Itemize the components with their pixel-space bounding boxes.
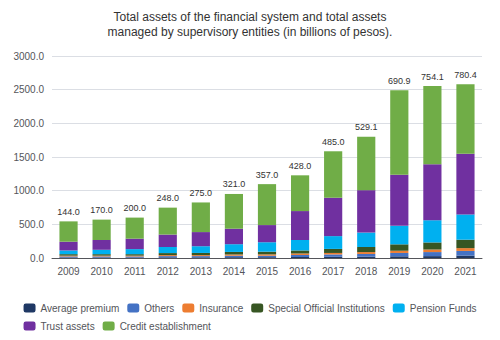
svg-text:2013: 2013 <box>190 266 213 277</box>
svg-text:Total assets of the financial: Total assets of the financial system and… <box>114 10 387 24</box>
svg-text:2011: 2011 <box>124 266 146 277</box>
svg-text:2015: 2015 <box>256 266 279 277</box>
svg-text:2016: 2016 <box>289 266 312 277</box>
svg-text:2009: 2009 <box>57 266 80 277</box>
svg-text:Average premium: Average premium <box>41 303 120 314</box>
svg-text:3000.0: 3000.0 <box>13 51 44 62</box>
svg-text:690.9: 690.9 <box>388 76 411 86</box>
svg-text:2000.0: 2000.0 <box>13 118 44 129</box>
svg-text:managed by supervisory entitie: managed by supervisory entities (in bill… <box>108 25 393 39</box>
svg-text:2021: 2021 <box>454 266 477 277</box>
svg-text:2020: 2020 <box>421 266 444 277</box>
svg-text:200.0: 200.0 <box>123 203 146 213</box>
svg-text:1500.0: 1500.0 <box>13 152 44 163</box>
svg-text:357.0: 357.0 <box>256 170 279 180</box>
svg-text:0.0: 0.0 <box>30 253 44 264</box>
svg-text:529.1: 529.1 <box>355 122 378 132</box>
svg-text:248.0: 248.0 <box>157 193 180 203</box>
svg-text:321.0: 321.0 <box>223 179 246 189</box>
svg-text:2019: 2019 <box>388 266 411 277</box>
svg-text:Others: Others <box>144 303 174 314</box>
svg-text:2012: 2012 <box>157 266 180 277</box>
svg-text:Credit establishment: Credit establishment <box>120 321 211 332</box>
svg-text:2014: 2014 <box>223 266 246 277</box>
svg-text:485.0: 485.0 <box>322 137 345 147</box>
svg-text:500.0: 500.0 <box>19 219 44 230</box>
svg-text:2018: 2018 <box>355 266 378 277</box>
svg-text:Trust assets: Trust assets <box>41 321 95 332</box>
svg-text:2500.0: 2500.0 <box>13 84 44 95</box>
svg-text:Special Official Institutions: Special Official Institutions <box>268 303 385 314</box>
svg-text:2017: 2017 <box>322 266 345 277</box>
svg-text:428.0: 428.0 <box>289 161 312 171</box>
svg-text:170.0: 170.0 <box>90 205 113 215</box>
svg-text:Pension Funds: Pension Funds <box>410 303 477 314</box>
svg-text:275.0: 275.0 <box>190 188 213 198</box>
svg-text:2010: 2010 <box>90 266 113 277</box>
svg-text:780.4: 780.4 <box>454 70 477 80</box>
svg-text:144.0: 144.0 <box>57 207 80 217</box>
svg-text:754.1: 754.1 <box>421 72 444 82</box>
svg-text:Insurance: Insurance <box>199 303 243 314</box>
svg-text:1000.0: 1000.0 <box>13 185 44 196</box>
